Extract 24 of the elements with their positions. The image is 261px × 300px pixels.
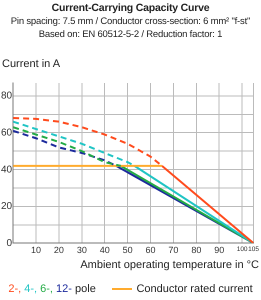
x-tick-label: 10 [31,245,42,256]
text: 2-, [8,283,22,295]
x-tick-label: 50 [122,245,133,256]
y-tick-label: 0 [6,238,13,249]
legend-label: Conductor rated current [135,283,253,295]
x-tick-label: 40 [100,245,110,256]
x-axis-title: Ambient operating temperature in °C [80,259,259,271]
x-tick-label: 60 [146,245,156,256]
y-axis-title: Current in A [2,58,60,70]
x-tick-label: 80 [191,245,202,256]
y-tick-label: 80 [1,90,13,102]
text: 12- [56,283,73,295]
y-tick-label: 20 [1,201,13,212]
x-tick-label: 20 [54,245,64,256]
text: 6-, [40,283,54,295]
y-tick-label: 40 [1,164,13,176]
x-tick-label: 90 [214,245,224,256]
text: pole [75,283,96,295]
x-tick-label: 70 [168,245,178,256]
x-tick-label: 30 [76,245,87,256]
text: 4-, [24,283,38,295]
chart-title: Current-Carrying Capacity Curve [50,2,210,15]
chart-subtitle: Pin spacing: 7.5 mm / Conductor cross-section: 6 mm² "f-st" Based on: EN 60512-5-2 / Reduction factor: 1 [10,15,252,41]
y-tick-label: 60 [1,127,13,138]
